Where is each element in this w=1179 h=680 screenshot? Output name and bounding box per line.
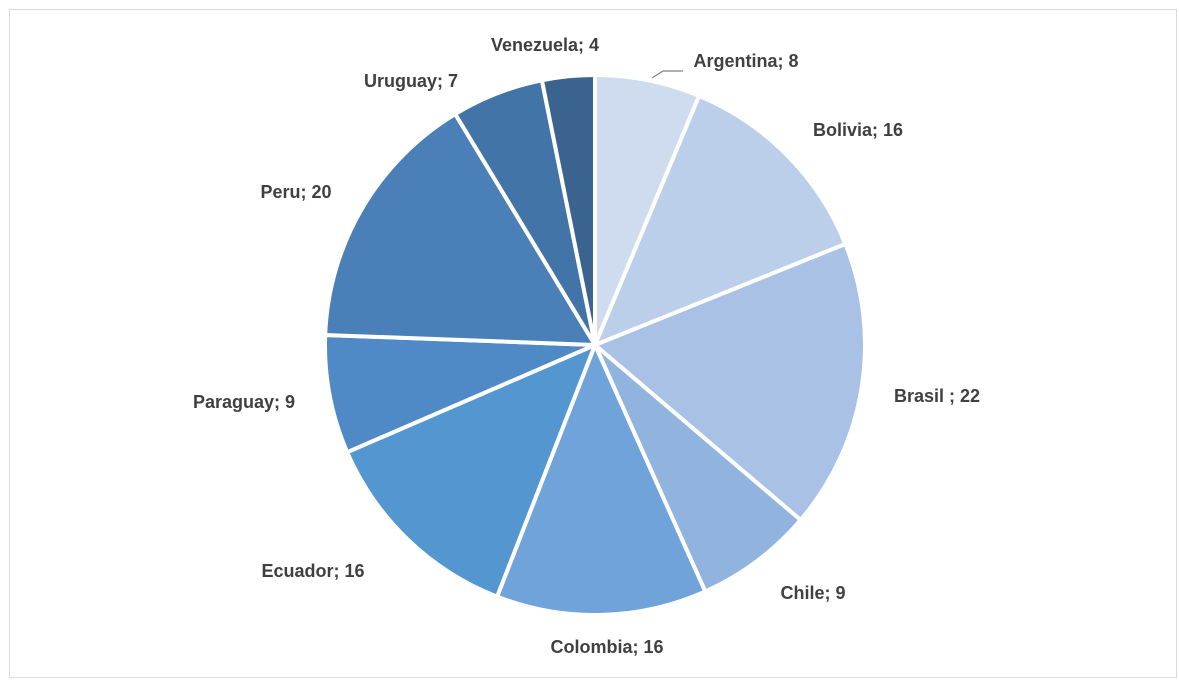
- pie-slice-colombia: [495, 343, 708, 617]
- data-label-uruguay: Uruguay; 7: [364, 71, 458, 91]
- data-label-venezuela: Venezuela; 4: [491, 35, 599, 55]
- data-labels: Argentina; 8 Bolivia; 16 Brasil ; 22 Chile;…: [193, 35, 980, 657]
- data-label-argentina: Argentina; 8: [693, 51, 798, 71]
- data-label-chile: Chile; 9: [780, 583, 845, 603]
- leader-line-argentina: [651, 70, 683, 79]
- data-label-ecuador: Ecuador; 16: [261, 561, 364, 581]
- pie-slice-brasil: [593, 241, 867, 522]
- pie-slice-paraguay: [323, 332, 597, 455]
- pie-slice-peru: [323, 112, 597, 347]
- data-label-brasil: Brasil ; 22: [894, 386, 980, 406]
- data-label-peru: Peru; 20: [260, 182, 331, 202]
- data-label-bolivia: Bolivia; 16: [813, 120, 903, 140]
- pie-slice-venezuela: [539, 73, 597, 347]
- pie-slice-chile: [593, 343, 803, 594]
- data-label-colombia: Colombia; 16: [550, 637, 663, 657]
- pie-slices: [323, 73, 867, 617]
- leader-lines: [651, 70, 683, 79]
- data-label-paraguay: Paraguay; 9: [193, 392, 295, 412]
- pie-slice-bolivia: [593, 93, 848, 347]
- pie-slice-ecuador: [345, 343, 597, 599]
